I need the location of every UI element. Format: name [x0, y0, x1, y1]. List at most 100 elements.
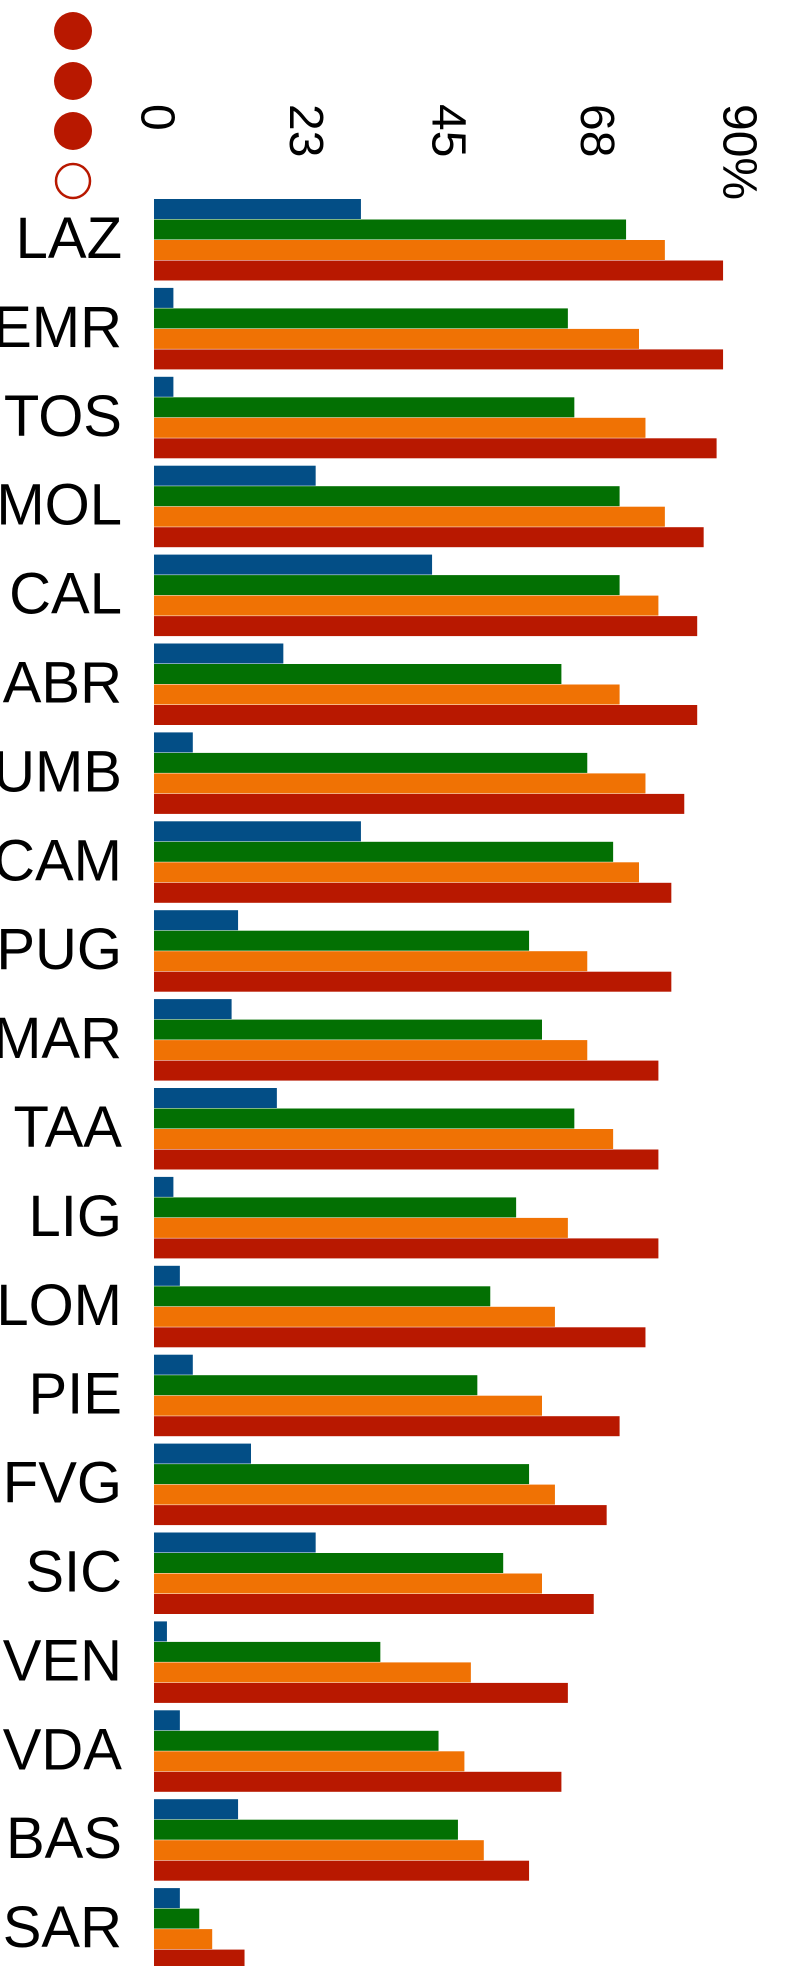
category-label: VDA — [3, 1717, 123, 1782]
bar — [154, 1505, 607, 1526]
x-tick-label: 23 — [279, 104, 332, 157]
bar — [154, 882, 672, 903]
bar — [154, 1553, 504, 1573]
bar — [154, 1354, 193, 1375]
category-label: SIC — [25, 1540, 122, 1605]
x-tick-label: 68 — [570, 104, 623, 157]
bar — [154, 930, 530, 951]
bar — [154, 1060, 659, 1081]
bar — [154, 199, 361, 219]
bar — [154, 349, 724, 370]
bar — [154, 664, 562, 684]
bar — [154, 1129, 614, 1149]
bar — [154, 971, 672, 992]
category-label: LOM — [0, 1273, 122, 1338]
bar — [154, 486, 620, 507]
bar — [154, 287, 174, 308]
bar — [154, 773, 646, 794]
bar — [154, 1088, 277, 1108]
bar — [154, 1888, 180, 1909]
bar — [154, 1573, 542, 1594]
bar — [154, 752, 588, 773]
bar — [154, 999, 232, 1020]
bar — [154, 705, 698, 725]
bar — [154, 506, 665, 527]
x-tick-label: 0 — [130, 104, 183, 131]
bar — [154, 595, 659, 616]
bar — [154, 1416, 620, 1437]
category-label: LIG — [29, 1184, 123, 1249]
bar — [154, 1108, 575, 1129]
bar — [154, 616, 698, 637]
category-label: UMB — [0, 739, 122, 804]
bar — [154, 1771, 562, 1792]
bar — [154, 1197, 517, 1218]
category-label: CAM — [0, 828, 122, 893]
bar — [154, 1641, 381, 1662]
bar — [154, 1265, 180, 1286]
bar — [154, 1484, 555, 1505]
bar — [154, 575, 620, 596]
bar — [154, 793, 685, 814]
bar — [154, 910, 239, 931]
bar — [154, 1395, 542, 1416]
category-label: MOL — [0, 473, 122, 538]
bar — [154, 376, 174, 397]
bar — [154, 1532, 316, 1553]
category-label: EMR — [0, 295, 122, 360]
bar — [154, 1860, 530, 1881]
bar — [154, 732, 193, 753]
bar — [154, 1908, 200, 1929]
bar — [154, 527, 704, 548]
category-label: PUG — [0, 917, 122, 982]
bar — [154, 1464, 530, 1485]
bar — [154, 1217, 568, 1238]
category-label: BAS — [6, 1806, 122, 1871]
bars — [154, 199, 724, 1966]
bar — [154, 1840, 484, 1861]
bar — [154, 1286, 491, 1307]
category-label: SAR — [3, 1895, 122, 1960]
bar — [154, 417, 646, 438]
bar — [154, 1040, 588, 1061]
bar — [154, 1819, 458, 1840]
bar — [154, 397, 575, 418]
bar — [154, 1176, 174, 1197]
bar — [154, 1327, 646, 1348]
x-tick-label: 45 — [421, 104, 474, 157]
category-label: LAZ — [16, 206, 122, 271]
bar — [154, 1238, 659, 1259]
legend-marker — [54, 62, 92, 100]
bar — [154, 1375, 478, 1396]
category-label: TAA — [14, 1095, 123, 1160]
bar — [154, 465, 316, 486]
bar — [154, 1730, 439, 1751]
category-label: TOS — [4, 384, 122, 449]
bar — [154, 1799, 239, 1820]
bar — [154, 684, 620, 705]
category-label: VEN — [3, 1628, 122, 1693]
bar — [154, 1443, 251, 1464]
bar — [154, 841, 614, 862]
bar — [154, 951, 588, 972]
bar — [154, 219, 627, 240]
bar — [154, 260, 724, 281]
bar — [154, 328, 639, 349]
bar — [154, 1594, 594, 1614]
legend-marker — [54, 162, 92, 200]
bar — [154, 1662, 471, 1683]
bar — [154, 1306, 555, 1327]
category-label: MAR — [0, 1006, 122, 1071]
x-axis-ticks: 0 23 45 68 90% — [130, 104, 765, 200]
legend — [54, 12, 92, 200]
bar — [154, 1710, 180, 1731]
bar — [154, 643, 284, 664]
bar — [154, 862, 639, 883]
bar — [154, 1751, 465, 1772]
bar — [154, 821, 361, 842]
bar — [154, 308, 568, 329]
bar — [154, 1949, 245, 1966]
bar — [154, 1621, 167, 1642]
legend-marker — [54, 112, 92, 150]
